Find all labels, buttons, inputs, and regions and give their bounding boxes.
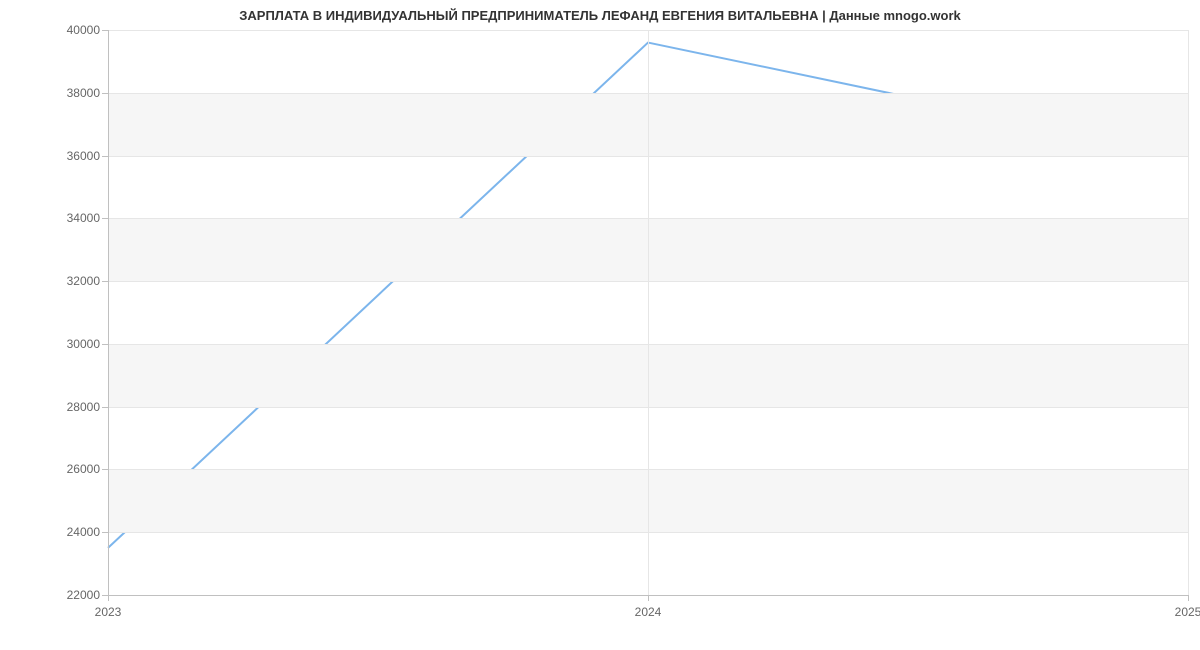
chart-title: ЗАРПЛАТА В ИНДИВИДУАЛЬНЫЙ ПРЕДПРИНИМАТЕЛ… [0, 8, 1200, 23]
y-tick-label: 26000 [67, 462, 108, 476]
y-tick-label: 34000 [67, 211, 108, 225]
x-tick-label: 2024 [635, 595, 662, 619]
plot-area: 2200024000260002800030000320003400036000… [108, 30, 1188, 595]
y-tick-label: 30000 [67, 337, 108, 351]
y-tick-label: 36000 [67, 149, 108, 163]
x-gridline [648, 30, 649, 595]
salary-chart: ЗАРПЛАТА В ИНДИВИДУАЛЬНЫЙ ПРЕДПРИНИМАТЕЛ… [0, 0, 1200, 650]
x-tick-label: 2025 [1175, 595, 1200, 619]
x-tick-label: 2023 [95, 595, 122, 619]
x-gridline [1188, 30, 1189, 595]
y-tick-label: 28000 [67, 400, 108, 414]
y-axis-line [108, 30, 109, 595]
y-tick-label: 40000 [67, 23, 108, 37]
y-tick-label: 24000 [67, 525, 108, 539]
x-axis-line [108, 595, 1188, 596]
y-tick-label: 32000 [67, 274, 108, 288]
y-tick-label: 38000 [67, 86, 108, 100]
